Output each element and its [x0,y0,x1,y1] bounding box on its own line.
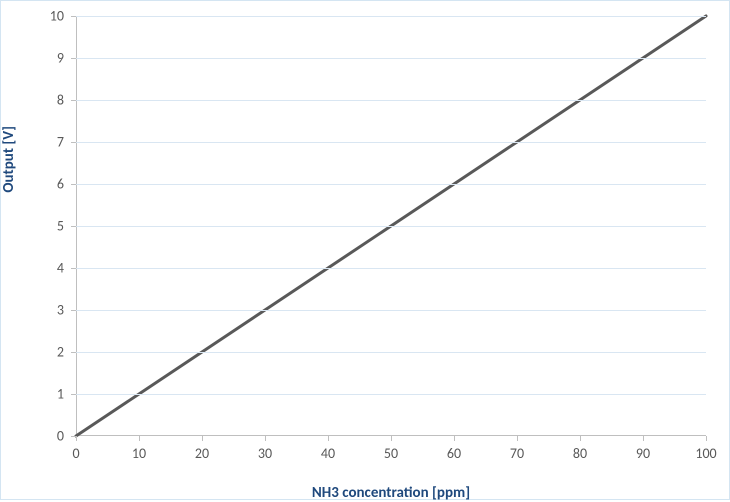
x-tick [328,436,329,441]
x-tick-label: 90 [636,445,650,462]
plot-area: 0123456789100102030405060708090100 [76,16,706,436]
chart-container: 0123456789100102030405060708090100 NH3 c… [0,0,730,500]
y-tick-label: 8 [57,92,64,109]
y-tick [71,100,76,101]
gridline-h [76,310,706,311]
y-tick [71,184,76,185]
x-tick-label: 40 [321,445,335,462]
gridline-h [76,16,706,17]
x-tick-label: 80 [573,445,587,462]
y-tick-label: 4 [57,260,64,277]
x-tick [76,436,77,441]
y-tick-label: 10 [50,8,64,25]
x-tick [706,436,707,441]
x-tick-label: 10 [132,445,146,462]
x-tick-label: 50 [384,445,398,462]
y-tick [71,310,76,311]
x-tick-label: 30 [258,445,272,462]
gridline-h [76,352,706,353]
gridline-h [76,184,706,185]
x-tick [454,436,455,441]
y-tick-label: 0 [57,428,64,445]
x-axis-title: NH3 concentration [ppm] [312,484,470,502]
y-tick [71,226,76,227]
gridline-h [76,394,706,395]
y-tick [71,58,76,59]
x-tick-label: 100 [695,445,716,462]
y-tick-label: 7 [57,134,64,151]
x-tick [391,436,392,441]
y-tick [71,394,76,395]
gridline-h [76,268,706,269]
x-tick [517,436,518,441]
x-tick-label: 70 [510,445,524,462]
y-tick-label: 3 [57,302,64,319]
gridline-h [76,226,706,227]
x-tick [202,436,203,441]
x-tick [643,436,644,441]
y-tick-label: 2 [57,344,64,361]
gridline-h [76,100,706,101]
x-tick-label: 60 [447,445,461,462]
x-tick-label: 0 [72,445,79,462]
y-tick-label: 9 [57,50,64,67]
y-tick-label: 1 [57,386,64,403]
x-tick [139,436,140,441]
y-tick [71,142,76,143]
x-tick [265,436,266,441]
y-tick [71,16,76,17]
y-tick [71,352,76,353]
gridline-h [76,58,706,59]
gridline-h [76,142,706,143]
x-tick-label: 20 [195,445,209,462]
y-tick-label: 5 [57,218,64,235]
x-tick [580,436,581,441]
y-tick-label: 6 [57,176,64,193]
y-axis-title: Output [V] [0,126,18,193]
y-tick [71,268,76,269]
